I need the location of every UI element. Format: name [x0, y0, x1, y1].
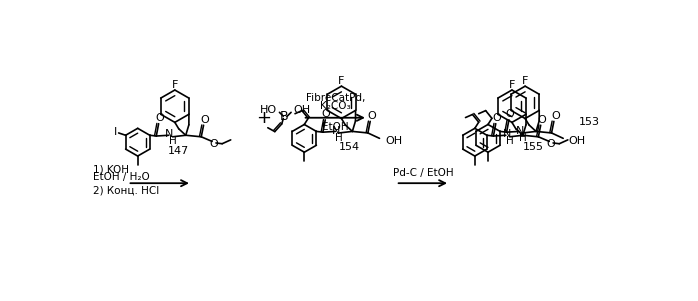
Text: H: H [335, 132, 343, 143]
Text: FibreCatPd,: FibreCatPd, [306, 94, 365, 104]
Text: 155: 155 [522, 142, 543, 152]
Text: F: F [339, 76, 345, 86]
Text: OH: OH [569, 136, 586, 146]
Text: H: H [506, 136, 514, 146]
Text: F: F [172, 80, 178, 90]
Text: 2) Конц. HCl: 2) Конц. HCl [93, 185, 159, 195]
Text: O: O [551, 111, 560, 121]
Text: 154: 154 [339, 142, 359, 152]
Text: H: H [519, 132, 527, 143]
Text: N: N [503, 129, 511, 139]
Text: O: O [492, 113, 501, 123]
Text: O: O [547, 139, 555, 150]
Text: O: O [367, 111, 376, 121]
Text: N: N [516, 126, 524, 136]
Text: O: O [322, 110, 330, 119]
Text: F: F [509, 80, 515, 90]
Text: EtOH: EtOH [322, 122, 348, 132]
Text: B: B [280, 110, 288, 123]
Text: O: O [209, 139, 218, 150]
Text: 147: 147 [168, 146, 189, 156]
Text: OH: OH [293, 105, 311, 115]
Text: +: + [256, 109, 272, 127]
Text: Pd-C / EtOH: Pd-C / EtOH [392, 168, 453, 178]
Text: O: O [505, 110, 514, 119]
Text: O: O [155, 113, 164, 123]
Text: 153: 153 [579, 116, 600, 127]
Text: HO: HO [260, 105, 277, 115]
Text: F: F [522, 76, 528, 86]
Text: O: O [538, 115, 547, 125]
Text: O: O [201, 115, 209, 125]
Text: K₂CO₃: K₂CO₃ [320, 101, 350, 111]
Text: I: I [114, 127, 117, 137]
Text: 1) KOH: 1) KOH [93, 164, 128, 174]
Text: N: N [165, 129, 174, 139]
Text: OH: OH [385, 136, 402, 146]
Text: EtOH / H₂O: EtOH / H₂O [93, 172, 149, 182]
Text: H: H [169, 136, 177, 146]
Text: N: N [332, 126, 341, 136]
